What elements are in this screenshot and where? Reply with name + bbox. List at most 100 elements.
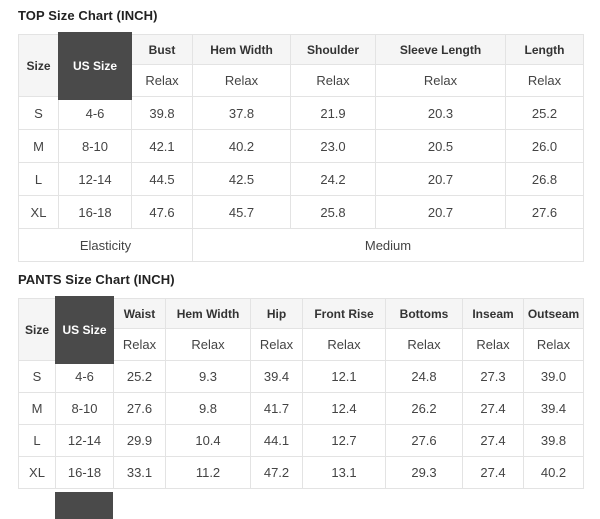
pants-column-header-hip: Hip [250,298,303,329]
size-label-cell: XL [18,195,59,229]
fit-type-cell: Relax [462,328,524,361]
us-size-cell: 4-6 [55,360,114,393]
pants-column-header-hem-width: Hem Width [165,298,251,329]
measurement-cell: 27.4 [462,424,524,457]
fit-type-cell: Relax [131,64,193,97]
pants-chart-title: PANTS Size Chart (INCH) [18,272,175,287]
elasticity-label-cell: Elasticity [18,228,193,262]
measurement-cell: 44.1 [250,424,303,457]
measurement-cell: 13.1 [302,456,386,489]
measurement-cell: 40.2 [192,129,291,163]
top-column-header-us-size: US Size [58,32,132,100]
measurement-cell: 20.7 [375,162,506,196]
size-chart-page: TOP Size Chart (INCH) Size US Size Bust … [0,8,600,519]
measurement-cell: 23.0 [290,129,376,163]
measurement-cell: 27.4 [462,456,524,489]
measurement-cell: 12.7 [302,424,386,457]
pants-column-header-bottoms: Bottoms [385,298,463,329]
top-column-header-hem-width: Hem Width [192,34,291,65]
measurement-cell: 24.2 [290,162,376,196]
us-size-cell: 16-18 [58,195,132,229]
pants-column-header-outseam: Outseam [523,298,584,329]
pants-size-table: Size US Size Waist Hem Width Hip Front R… [18,296,584,489]
fit-type-cell: Relax [375,64,506,97]
measurement-cell: 39.4 [523,392,584,425]
measurement-cell: 44.5 [131,162,193,196]
top-table-row-l: L 12-14 44.5 42.5 24.2 20.7 26.8 [18,162,584,196]
measurement-cell: 10.4 [165,424,251,457]
pants-column-header-us-size: US Size [55,296,114,364]
measurement-cell: 25.2 [113,360,166,393]
measurement-cell: 47.6 [131,195,193,229]
us-size-cell: 16-18 [55,456,114,489]
measurement-cell: 27.4 [462,392,524,425]
measurement-cell: 33.1 [113,456,166,489]
measurement-cell: 20.5 [375,129,506,163]
section-divider [18,262,583,264]
top-table-row-m: M 8-10 42.1 40.2 23.0 20.5 26.0 [18,129,584,163]
size-label-cell: L [18,424,56,457]
measurement-cell: 39.4 [250,360,303,393]
us-size-highlight-cell-partial [55,492,113,519]
measurement-cell: 27.6 [113,392,166,425]
measurement-cell: 47.2 [250,456,303,489]
measurement-cell: 27.6 [385,424,463,457]
measurement-cell: 20.7 [375,195,506,229]
top-size-table: Size US Size Bust Hem Width Shoulder Sle… [18,32,584,262]
measurement-cell: 29.3 [385,456,463,489]
measurement-cell: 21.9 [290,96,376,130]
measurement-cell: 40.2 [523,456,584,489]
measurement-cell: 26.0 [505,129,584,163]
top-size-chart-section: TOP Size Chart (INCH) Size US Size Bust … [18,8,584,262]
top-table-row-xl: XL 16-18 47.6 45.7 25.8 20.7 27.6 [18,195,584,229]
us-size-cell: 8-10 [58,129,132,163]
top-column-header-size: Size [18,34,59,97]
us-size-cell: 8-10 [55,392,114,425]
measurement-cell: 26.2 [385,392,463,425]
measurement-cell: 20.3 [375,96,506,130]
measurement-cell: 42.5 [192,162,291,196]
top-table-row-s: S 4-6 39.8 37.8 21.9 20.3 25.2 [18,96,584,130]
size-label-cell: S [18,96,59,130]
measurement-cell: 26.8 [505,162,584,196]
pants-column-header-inseam: Inseam [462,298,524,329]
measurement-cell: 9.8 [165,392,251,425]
measurement-cell: 9.3 [165,360,251,393]
fit-type-cell: Relax [302,328,386,361]
measurement-cell: 39.0 [523,360,584,393]
top-column-header-bust: Bust [131,34,193,65]
measurement-cell: 41.7 [250,392,303,425]
measurement-cell: 25.8 [290,195,376,229]
top-column-header-shoulder: Shoulder [290,34,376,65]
measurement-cell: 11.2 [165,456,251,489]
us-size-highlight-cell: US Size [58,32,132,100]
top-fit-row: Relax Relax Relax Relax Relax [19,64,584,97]
measurement-cell: 42.1 [131,129,193,163]
fit-type-cell: Relax [385,328,463,361]
pants-table-row-l: L 12-14 29.9 10.4 44.1 12.7 27.6 27.4 39… [18,424,584,457]
size-label-cell: S [18,360,56,393]
top-chart-title: TOP Size Chart (INCH) [18,8,158,23]
measurement-cell: 12.4 [302,392,386,425]
fit-type-cell: Relax [523,328,584,361]
pants-header-row: Size US Size Waist Hem Width Hip Front R… [18,296,584,364]
pants-fit-row: Relax Relax Relax Relax Relax Relax Rela… [19,328,584,361]
us-size-highlight-cell: US Size [55,296,114,364]
size-label-cell: M [18,392,56,425]
pants-table-row-m: M 8-10 27.6 9.8 41.7 12.4 26.2 27.4 39.4 [18,392,584,425]
pants-table-row-xl: XL 16-18 33.1 11.2 47.2 13.1 29.3 27.4 4… [18,456,584,489]
pants-table-row-s: S 4-6 25.2 9.3 39.4 12.1 24.8 27.3 39.0 [18,360,584,393]
measurement-cell: 27.3 [462,360,524,393]
us-size-cell: 12-14 [55,424,114,457]
size-label-cell: M [18,129,59,163]
us-size-cell: 12-14 [58,162,132,196]
pants-column-header-size: Size [18,298,56,361]
top-elasticity-row: Elasticity Medium [18,228,584,262]
measurement-cell: 27.6 [505,195,584,229]
top-column-header-length: Length [505,34,584,65]
measurement-cell: 45.7 [192,195,291,229]
measurement-cell: 39.8 [523,424,584,457]
pants-column-header-waist: Waist [113,298,166,329]
size-label-cell: L [18,162,59,196]
fit-type-cell: Relax [192,64,291,97]
